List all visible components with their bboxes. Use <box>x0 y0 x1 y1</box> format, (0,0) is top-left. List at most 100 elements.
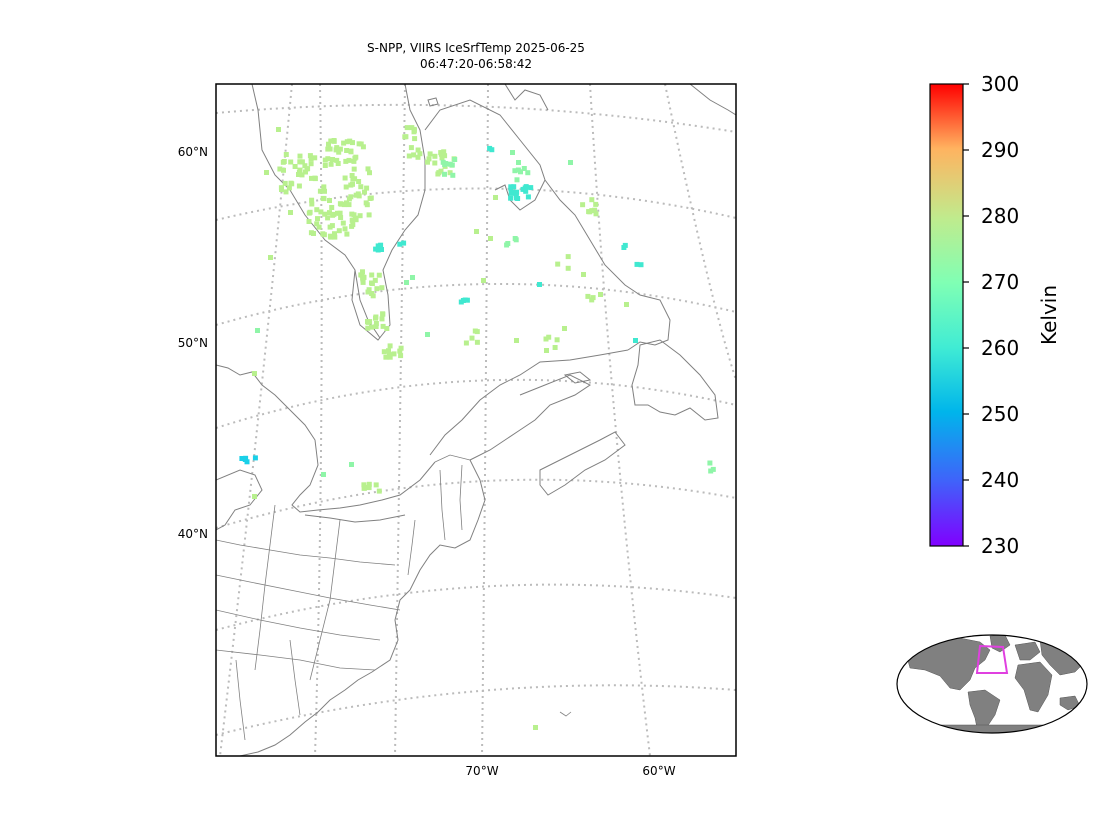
data-pixel <box>348 149 354 155</box>
data-pixel <box>288 180 294 186</box>
data-pixel <box>336 149 342 155</box>
data-pixel <box>381 349 387 355</box>
data-pixel <box>379 316 385 322</box>
data-pixel <box>325 215 331 221</box>
data-pixel <box>334 145 340 151</box>
data-pixel <box>425 159 430 165</box>
data-pixel <box>415 147 421 153</box>
data-pixel <box>589 197 595 203</box>
data-pixel <box>544 348 549 353</box>
data-pixel <box>288 159 294 165</box>
data-pixel <box>432 153 438 159</box>
data-pixel <box>528 185 534 191</box>
data-pixel <box>411 129 417 135</box>
data-pixel <box>360 144 366 150</box>
data-pixel <box>585 293 591 299</box>
data-pixel <box>332 234 338 240</box>
map-area <box>216 84 736 756</box>
data-pixel <box>338 215 344 220</box>
data-pixel <box>593 201 599 207</box>
data-pixel <box>321 472 326 477</box>
data-pixel <box>554 337 560 343</box>
data-pixel <box>512 168 518 174</box>
data-pixel <box>306 219 312 224</box>
data-pixel <box>493 195 498 200</box>
lon-label-60w: 60°W <box>642 764 675 778</box>
data-pixel <box>277 166 283 172</box>
data-pixel <box>432 160 438 166</box>
data-pixel <box>268 255 273 260</box>
data-pixel <box>707 460 713 466</box>
data-pixel <box>427 151 433 157</box>
data-pixel <box>342 175 348 181</box>
data-pixel <box>633 338 638 343</box>
data-pixel <box>326 141 331 147</box>
data-pixel <box>337 210 343 216</box>
data-pixel <box>360 279 366 285</box>
data-pixel <box>508 195 514 201</box>
data-pixel <box>439 155 445 161</box>
data-pixel <box>322 163 328 168</box>
data-pixel <box>296 183 302 189</box>
data-pixel <box>356 179 362 184</box>
data-pixel <box>320 231 326 237</box>
data-pixel <box>327 146 333 152</box>
data-pixel <box>350 176 356 182</box>
data-pixel <box>309 197 315 203</box>
data-pixel <box>516 160 521 165</box>
data-pixel <box>710 466 716 472</box>
data-pixel <box>406 153 412 159</box>
data-pixel <box>364 185 370 191</box>
data-pixel <box>593 211 599 217</box>
data-pixel <box>508 184 514 190</box>
data-pixel <box>342 226 348 232</box>
colorbar-tick-label: 250 <box>981 402 1019 426</box>
data-pixel <box>411 152 417 158</box>
data-pixel <box>337 146 343 152</box>
data-pixel <box>328 234 334 240</box>
data-pixel <box>518 169 523 175</box>
data-pixel <box>322 211 328 217</box>
data-pixel <box>264 170 269 175</box>
data-pixel <box>344 139 350 145</box>
data-pixel <box>316 224 322 230</box>
data-pixel <box>452 157 458 162</box>
data-pixel <box>329 205 335 210</box>
data-pixel <box>322 188 327 194</box>
data-pixel <box>367 170 372 176</box>
data-pixel <box>426 156 432 162</box>
colorbar-ticks: 300 290 280 270 260 250 240 230 <box>963 72 1019 558</box>
data-pixel <box>442 162 448 167</box>
data-pixel <box>292 164 298 169</box>
data-pixel <box>384 326 390 331</box>
data-pixel <box>321 196 327 202</box>
data-pixel <box>376 488 382 494</box>
data-pixel <box>398 353 404 359</box>
data-pixel <box>373 482 379 488</box>
data-pixel <box>404 125 410 131</box>
data-pixel <box>425 332 430 337</box>
data-pixel <box>522 185 528 191</box>
data-pixel <box>351 158 357 164</box>
lat-label-60n: 60°N <box>178 145 208 159</box>
data-pixel <box>505 241 511 246</box>
data-pixel <box>349 462 354 467</box>
data-pixel <box>361 482 367 488</box>
colorbar-label: Kelvin <box>1037 285 1061 345</box>
data-pixel <box>708 468 714 474</box>
data-pixel <box>415 154 421 160</box>
data-pixel <box>351 166 357 172</box>
lat-label-50n: 50°N <box>178 336 208 350</box>
data-pixel <box>279 187 284 192</box>
data-pixel <box>379 247 384 252</box>
data-pixel <box>439 150 445 156</box>
data-pixel <box>379 285 385 291</box>
data-pixel <box>353 154 359 160</box>
data-pixel <box>312 175 318 181</box>
data-pixel <box>286 185 292 191</box>
data-pixel <box>474 339 480 345</box>
data-pixel <box>525 194 531 200</box>
colorbar-tick-label: 280 <box>981 204 1019 228</box>
map-title-line2: 06:47:20-06:58:42 <box>420 57 532 71</box>
data-pixel <box>318 209 324 215</box>
